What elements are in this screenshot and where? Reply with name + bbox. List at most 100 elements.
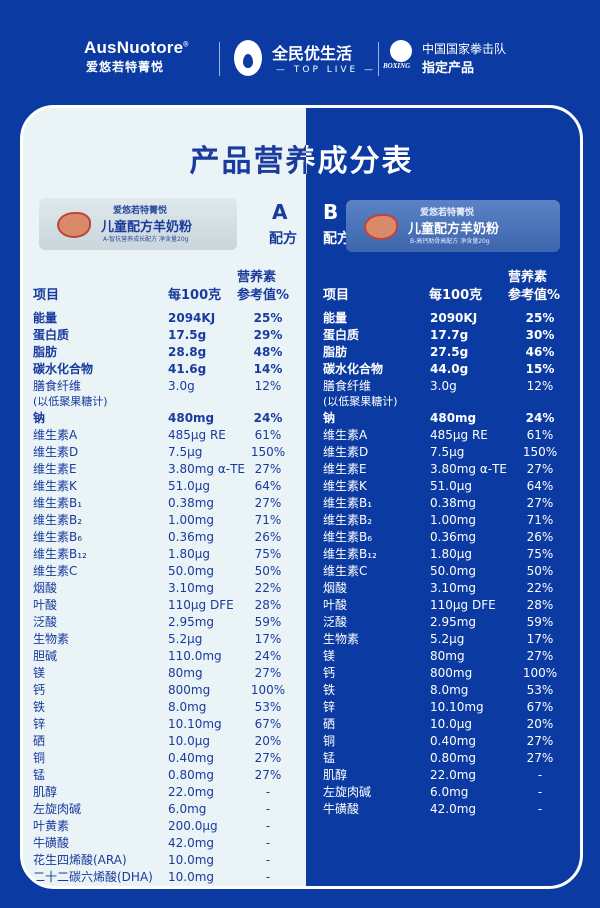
table-row: 维生素A 485μg RE 61% — [23, 427, 580, 444]
cell-amount: 5.2μg — [168, 632, 203, 646]
cell-item: 叶酸 — [33, 598, 58, 612]
cell-amount: 110.0mg — [168, 649, 222, 663]
cell-amount: 0.36mg — [430, 530, 477, 544]
table-row: 肌醇 22.0mg - — [23, 767, 580, 784]
header-amount: 每100克 — [168, 288, 222, 303]
cell-nrv: 15% — [525, 362, 555, 376]
header-nrv-1: 营养素 — [237, 270, 277, 285]
cell-item: 硒 — [33, 734, 46, 748]
brand-header: AusNuotore® 爱悠若特菁悦 全民优生活 — TOP LIVE — BO… — [0, 0, 600, 100]
cell-amount: 6.0mg — [168, 802, 207, 816]
cell-item: 维生素B₂ — [33, 513, 83, 527]
header-nrv-1: 营养素 — [508, 270, 548, 285]
cell-item: 肌醇 — [323, 768, 348, 782]
row-note: (以低聚果糖计) — [33, 395, 108, 408]
table-row: 维生素B₁ 0.38mg 27% — [23, 495, 580, 512]
boxing-logo-text: BOXING — [383, 62, 411, 70]
cell-nrv: 27% — [254, 496, 282, 510]
cell-amount: 7.5μg — [430, 445, 465, 459]
table-row: 硒 10.0μg 20% — [23, 716, 580, 733]
header-item: 项目 — [323, 288, 350, 303]
table-row: 维生素D 7.5μg 150% — [23, 444, 580, 461]
cell-item: 维生素C — [33, 564, 78, 578]
cell-amount: 10.0μg — [168, 734, 210, 748]
table-row: 脂肪 28.8g 48% — [23, 344, 580, 361]
formula-a-letter: A — [272, 200, 288, 224]
cell-amount: 41.6g — [168, 362, 207, 376]
cell-amount: 22.0mg — [430, 768, 477, 782]
table-row: 维生素E 3.80mg α-TE 27% — [23, 461, 580, 478]
cell-nrv: 71% — [254, 513, 282, 527]
cell-item: 生物素 — [33, 632, 70, 646]
cell-amount: 1.00mg — [168, 513, 215, 527]
cell-amount: 10.10mg — [430, 700, 484, 714]
table-row: 左旋肉碱 6.0mg - — [23, 784, 580, 801]
table-row: 能量 2090KJ 25% — [23, 310, 580, 327]
table-row: 钙 800mg 100% — [23, 682, 580, 699]
cell-item: 维生素B₁ — [323, 496, 373, 510]
cell-nrv: 59% — [254, 615, 282, 629]
cell-item: 硒 — [323, 717, 336, 731]
table-row: 生物素 5.2μg 17% — [23, 631, 580, 648]
cell-item: 钙 — [323, 666, 336, 680]
table-row: 维生素B₂ 1.00mg 71% — [23, 512, 580, 529]
top-live-drop-icon — [234, 40, 262, 76]
cell-nrv: 25% — [253, 311, 283, 325]
table-row: 叶酸 110μg DFE 28% — [23, 597, 580, 614]
registered-mark: ® — [183, 41, 189, 49]
top-live-sub: — TOP LIVE — — [276, 65, 377, 75]
cell-item: 胆碱 — [33, 649, 58, 663]
cell-amount: 51.0μg — [168, 479, 210, 493]
cell-nrv: 27% — [526, 496, 554, 510]
cell-amount: 1.80μg — [168, 547, 210, 561]
cell-item: 维生素B₁₂ — [323, 547, 377, 561]
cell-nrv: 48% — [253, 345, 283, 359]
cell-nrv: 67% — [526, 700, 554, 714]
cell-nrv: - — [537, 785, 543, 799]
cell-nrv: 28% — [254, 598, 282, 612]
cell-amount: 1.00mg — [430, 513, 477, 527]
cell-item: 叶酸 — [323, 598, 348, 612]
cell-item: 锌 — [33, 717, 46, 731]
pack-sub: A-智抗营养成长配方 净含量20g — [103, 236, 189, 243]
cell-item: 能量 — [33, 311, 58, 325]
cell-amount: 8.0mg — [168, 700, 207, 714]
cell-amount: 800mg — [430, 666, 473, 680]
cell-item: 烟酸 — [33, 581, 58, 595]
cell-amount: 2094KJ — [168, 311, 216, 325]
table-row: 镁 80mg 27% — [23, 648, 580, 665]
cell-item: 泛酸 — [33, 615, 58, 629]
cell-item: 维生素B₁ — [33, 496, 83, 510]
cell-item: 铜 — [33, 751, 46, 765]
table-row: 牛磺酸 42.0mg - — [23, 801, 580, 818]
formula-b-label: 配方 — [323, 231, 351, 247]
cell-amount: 22.0mg — [168, 785, 215, 799]
table-row: 胆碱 110.0mg 24% — [23, 648, 580, 665]
cell-item: 维生素B₆ — [33, 530, 83, 544]
table-row: 叶黄素 200.0μg - — [23, 818, 580, 835]
cell-nrv: 64% — [254, 479, 282, 493]
cell-nrv: 46% — [525, 345, 555, 359]
table-row: 钠 480mg 24% — [23, 410, 580, 427]
table-row: 维生素K 51.0μg 64% — [23, 478, 580, 495]
cell-item: 二十二碳六烯酸(DHA) — [33, 870, 153, 884]
cell-item: 肌醇 — [33, 785, 58, 799]
cell-amount: 17.5g — [168, 328, 207, 342]
cell-amount: 110μg DFE — [430, 598, 496, 612]
cell-nrv: 29% — [253, 328, 283, 342]
cell-item: 钠 — [323, 411, 336, 425]
cell-amount: 50.0mg — [168, 564, 215, 578]
cell-nrv: 27% — [254, 462, 282, 476]
table-row: 脂肪 27.5g 46% — [23, 344, 580, 361]
pack-sub: B-高钙助骨高配方 净含量20g — [410, 238, 490, 245]
cell-nrv: 64% — [526, 479, 554, 493]
cell-amount: 28.8g — [168, 345, 207, 359]
ausnuotore-text: AusNuotore — [84, 38, 184, 57]
table-row: 钠 480mg 24% — [23, 410, 580, 427]
cell-item: 锌 — [323, 700, 336, 714]
cell-nrv: - — [265, 853, 271, 867]
cell-nrv: 24% — [525, 411, 555, 425]
cell-nrv: 24% — [254, 649, 282, 663]
cell-amount: 44.0g — [430, 362, 469, 376]
cell-amount: 2.95mg — [168, 615, 215, 629]
